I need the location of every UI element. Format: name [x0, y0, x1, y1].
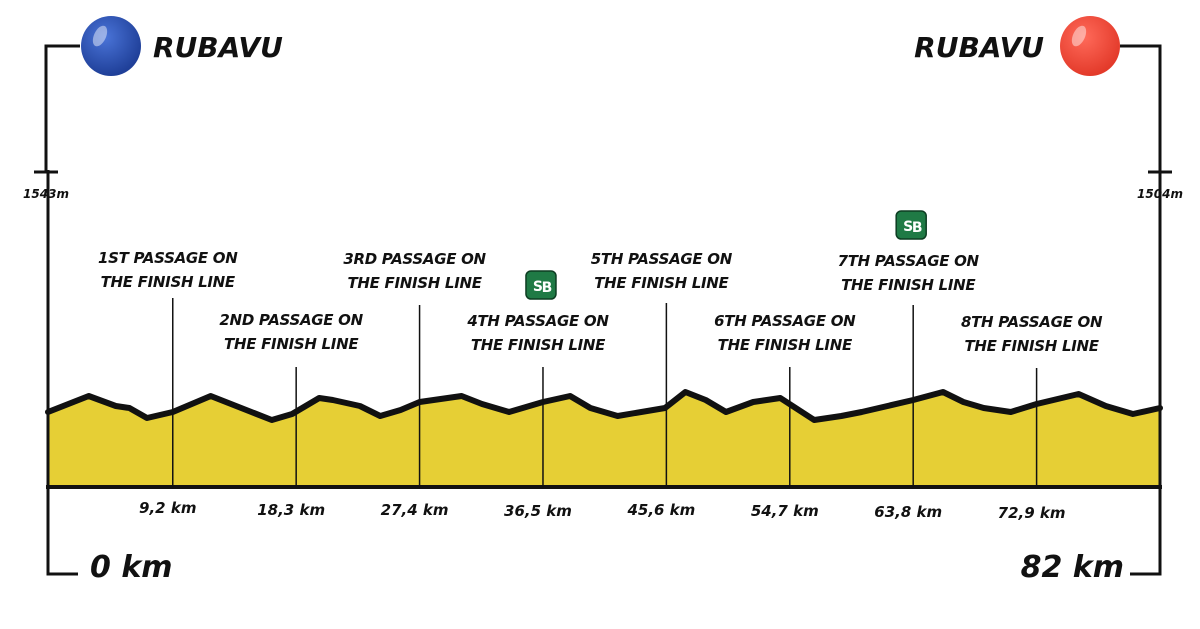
sprint-badge-icon: SB	[895, 210, 927, 240]
passage-km-label: 36,5 km	[504, 502, 572, 520]
passage-label: 8TH PASSAGE ON	[961, 313, 1103, 331]
sprint-badge-letter: S	[533, 279, 543, 295]
passage-label: 7TH PASSAGE ON	[838, 252, 980, 270]
passages-layer: 1ST PASSAGE ON THE FINISH LINE 9,2 km 2ND P…	[98, 210, 1103, 522]
finish-circle-icon	[1060, 16, 1120, 76]
passage-label: 2ND PASSAGE ON	[219, 311, 363, 329]
finish-city: RUBAVU	[914, 31, 1044, 64]
sprint-badge-subletter: B	[542, 280, 553, 296]
sprint-badge-icon: SB	[525, 270, 557, 300]
passage-label-line2: THE FINISH LINE	[224, 335, 359, 353]
finish-distance: 82 km	[1021, 550, 1124, 585]
passage-label-line2: THE FINISH LINE	[471, 336, 606, 354]
passage-label-line2: THE FINISH LINE	[718, 336, 853, 354]
start-bracket	[34, 44, 80, 576]
start-marker: RUBAVU	[81, 16, 283, 76]
passage-label-line2: THE FINISH LINE	[594, 274, 729, 292]
passage-label-line2: THE FINISH LINE	[964, 337, 1099, 355]
finish-bracket	[1120, 44, 1172, 576]
passage-label: 5TH PASSAGE ON	[591, 250, 733, 268]
passage-km-label: 18,3 km	[257, 501, 325, 519]
passage-km-label: 63,8 km	[874, 503, 942, 521]
passage-label-line2: THE FINISH LINE	[347, 274, 482, 292]
passage-label-line2: THE FINISH LINE	[101, 273, 236, 291]
passage-label: 3RD PASSAGE ON	[343, 250, 486, 268]
elevation-profile	[45, 389, 1163, 487]
passage-label: 4TH PASSAGE ON	[466, 312, 609, 330]
profile-outline	[45, 389, 1163, 423]
passage-km-label: 9,2 km	[139, 499, 196, 517]
passage-km-label: 72,9 km	[998, 504, 1066, 522]
profile-area	[48, 392, 1160, 487]
start-altitude: 1543m	[23, 187, 69, 201]
finish-marker: RUBAVU	[914, 16, 1120, 76]
start-circle-icon	[81, 16, 141, 76]
passage-km-label: 27,4 km	[381, 501, 449, 519]
sprint-badge-letter: S	[903, 219, 913, 235]
passage-label: 6TH PASSAGE ON	[714, 312, 856, 330]
passage-km-label: 45,6 km	[626, 501, 695, 519]
passage-label: 1ST PASSAGE ON	[98, 249, 238, 267]
sprint-badge-subletter: B	[912, 220, 923, 236]
start-distance: 0 km	[90, 550, 173, 585]
passage-km-label: 54,7 km	[751, 502, 819, 520]
passage-label-line2: THE FINISH LINE	[841, 276, 976, 294]
start-city: RUBAVU	[153, 31, 283, 64]
